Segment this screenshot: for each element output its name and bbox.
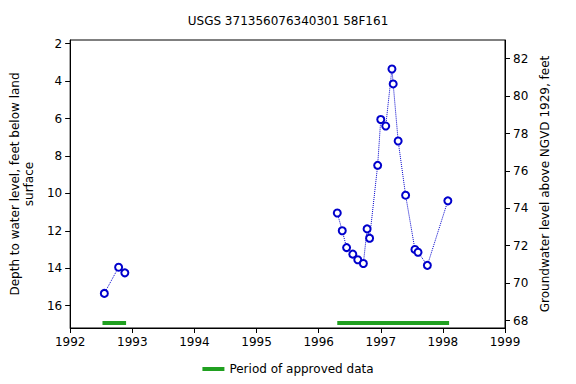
svg-text:12: 12	[47, 224, 62, 238]
svg-text:8: 8	[55, 149, 63, 163]
svg-text:1996: 1996	[303, 335, 334, 349]
svg-text:74: 74	[513, 201, 528, 215]
svg-text:Period of approved data: Period of approved data	[229, 362, 373, 376]
svg-text:80: 80	[513, 89, 528, 103]
svg-text:82: 82	[513, 52, 528, 66]
svg-text:72: 72	[513, 239, 528, 253]
svg-text:78: 78	[513, 127, 528, 141]
svg-text:2: 2	[55, 37, 63, 51]
svg-text:4: 4	[55, 74, 63, 88]
svg-text:USGS 371356076340301 58F161: USGS 371356076340301 58F161	[188, 14, 389, 28]
svg-text:surface: surface	[22, 162, 36, 206]
svg-text:16: 16	[47, 299, 62, 313]
svg-text:Groundwater level above NGVD 1: Groundwater level above NGVD 1929, feet	[538, 55, 552, 312]
svg-text:1995: 1995	[241, 335, 272, 349]
svg-text:10: 10	[47, 186, 62, 200]
svg-text:6: 6	[55, 112, 63, 126]
svg-text:1998: 1998	[428, 335, 459, 349]
svg-text:1992: 1992	[55, 335, 86, 349]
svg-text:76: 76	[513, 164, 528, 178]
svg-text:14: 14	[47, 261, 62, 275]
svg-text:1997: 1997	[365, 335, 396, 349]
svg-text:1993: 1993	[117, 335, 148, 349]
svg-text:1999: 1999	[490, 335, 521, 349]
svg-text:Depth to water level, feet bel: Depth to water level, feet below land	[8, 72, 22, 295]
svg-text:70: 70	[513, 276, 528, 290]
svg-text:68: 68	[513, 314, 528, 328]
svg-text:1994: 1994	[179, 335, 210, 349]
